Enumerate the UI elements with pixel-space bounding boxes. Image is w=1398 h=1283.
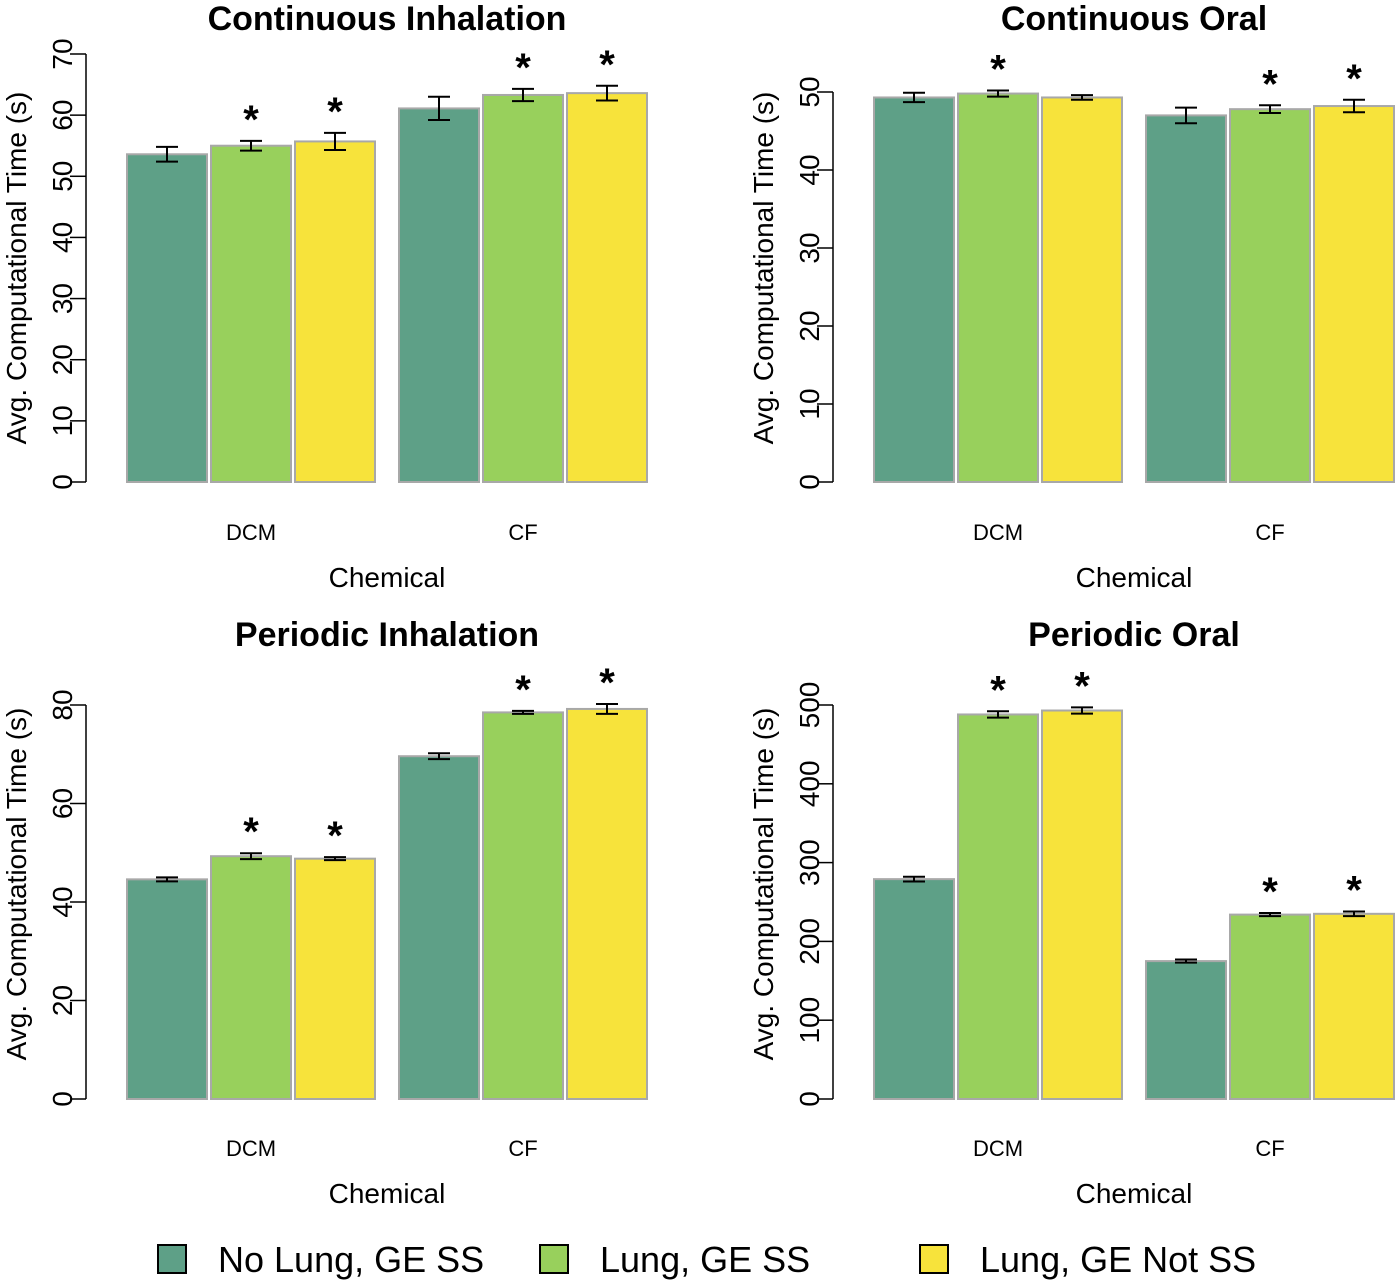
bar-dcm-lung-ge-not-ss	[294, 857, 376, 1100]
bar-cf-lung-ge-not-ss	[566, 707, 648, 1100]
significance-star: *	[327, 814, 343, 858]
legend-swatch-lung-ge-ss	[539, 1244, 569, 1274]
y-tick-label: 200	[794, 918, 825, 965]
bar-cf-lung-ge-not-ss	[566, 92, 648, 483]
y-tick-label: 300	[794, 839, 825, 886]
significance-star: *	[1262, 870, 1278, 914]
y-tick-label: 60	[47, 788, 78, 819]
chart-title: Periodic Oral	[1028, 616, 1240, 654]
y-tick-label: 0	[47, 1091, 78, 1107]
x-category-label: CF	[1255, 520, 1284, 545]
bar-dcm-lung-ge-ss	[210, 144, 292, 483]
significance-star: *	[1346, 57, 1362, 101]
significance-star: *	[1262, 62, 1278, 106]
y-tick-label: 500	[794, 682, 825, 729]
significance-star: *	[243, 810, 259, 854]
y-tick-label: 20	[47, 985, 78, 1016]
x-category-label: DCM	[973, 1136, 1023, 1161]
y-tick-label: 100	[794, 997, 825, 1044]
legend-label-lung-ge-not-ss: Lung, GE Not SS	[980, 1239, 1256, 1280]
bar-dcm-lung-ge-not-ss	[1041, 709, 1123, 1100]
y-tick-label: 50	[47, 161, 78, 192]
x-category-label: CF	[508, 520, 537, 545]
y-tick-label: 0	[794, 1091, 825, 1107]
legend-swatch-no-lung	[157, 1244, 187, 1274]
y-tick-label: 0	[794, 474, 825, 490]
y-tick-label: 70	[47, 38, 78, 69]
bar-cf-no-lung-ge-ss	[1145, 960, 1227, 1100]
y-tick-label: 10	[794, 388, 825, 419]
legend-label-lung-ge-ss: Lung, GE SS	[600, 1239, 810, 1280]
y-tick-label: 40	[794, 154, 825, 185]
x-category-label: DCM	[973, 520, 1023, 545]
significance-star: *	[515, 46, 531, 90]
bar-dcm-lung-ge-ss	[957, 713, 1039, 1100]
y-axis-label: Avg. Computational Time (s)	[748, 708, 779, 1061]
chart-title: Continuous Inhalation	[208, 0, 567, 38]
panel-continuous-inhalation: Continuous Inhalation 0 10 20 30 40 50 60 70 Avg.…	[1, 0, 648, 593]
significance-star: *	[1346, 868, 1362, 912]
bar-cf-lung-ge-ss	[1229, 108, 1311, 483]
bar-cf-lung-ge-ss	[482, 93, 564, 483]
y-axis-label: Avg. Computational Time (s)	[748, 92, 779, 445]
significance-star: *	[515, 668, 531, 712]
chart-title: Continuous Oral	[1001, 0, 1267, 38]
bar-cf-lung-ge-ss	[482, 711, 564, 1100]
y-axis-label: Avg. Computational Time (s)	[1, 92, 32, 445]
x-axis-label: Chemical	[1076, 562, 1193, 593]
y-axis-label: Avg. Computational Time (s)	[1, 708, 32, 1061]
y-tick-label: 400	[794, 760, 825, 807]
bar-cf-no-lung-ge-ss	[398, 107, 480, 483]
panel-continuous-oral: Continuous Oral 0 10 20 30 40 50 Avg. Computati…	[748, 0, 1395, 593]
significance-star: *	[599, 661, 615, 705]
bar-cf-lung-ge-ss	[1229, 913, 1311, 1100]
significance-star: *	[990, 668, 1006, 712]
y-tick-label: 10	[47, 405, 78, 436]
significance-star: *	[1074, 664, 1090, 708]
bar-cf-lung-ge-not-ss	[1313, 105, 1395, 483]
y-tick-label: 0	[47, 474, 78, 490]
y-tick-label: 40	[47, 222, 78, 253]
x-axis-label: Chemical	[329, 1178, 446, 1209]
bar-dcm-no-lung-ge-ss	[873, 96, 955, 484]
bar-dcm-lung-ge-not-ss	[294, 140, 376, 483]
x-category-label: DCM	[226, 520, 276, 545]
panel-periodic-inhalation: Periodic Inhalation 0 20 40 60 80 Avg. Computa…	[1, 616, 648, 1209]
significance-star: *	[327, 90, 343, 134]
x-axis-label: Chemical	[329, 562, 446, 593]
panel-periodic-oral: Periodic Oral 0 100 200 300 400 500 Avg. Comput…	[748, 616, 1395, 1209]
bar-dcm-lung-ge-ss	[210, 855, 292, 1101]
bar-dcm-lung-ge-ss	[957, 92, 1039, 483]
y-tick-label: 20	[794, 310, 825, 341]
significance-star: *	[990, 47, 1006, 91]
legend-label-no-lung: No Lung, GE SS	[218, 1239, 484, 1280]
y-tick-label: 50	[794, 76, 825, 107]
y-tick-label: 20	[47, 344, 78, 375]
x-category-label: DCM	[226, 1136, 276, 1161]
chart-title: Periodic Inhalation	[235, 616, 539, 654]
bar-dcm-no-lung-ge-ss	[126, 153, 208, 483]
y-tick-label: 80	[47, 689, 78, 720]
x-category-label: CF	[508, 1136, 537, 1161]
y-tick-label: 30	[47, 283, 78, 314]
x-axis-label: Chemical	[1076, 1178, 1193, 1209]
y-tick-label: 60	[47, 100, 78, 131]
bar-dcm-no-lung-ge-ss	[873, 878, 955, 1101]
bar-cf-no-lung-ge-ss	[398, 755, 480, 1100]
significance-star: *	[599, 43, 615, 87]
y-tick-label: 40	[47, 886, 78, 917]
bar-dcm-lung-ge-not-ss	[1041, 96, 1123, 484]
bar-cf-no-lung-ge-ss	[1145, 114, 1227, 484]
legend-swatch-lung-ge-not-ss	[919, 1244, 949, 1274]
legend: No Lung, GE SS Lung, GE SS Lung, GE Not …	[157, 1239, 1256, 1280]
significance-star: *	[243, 98, 259, 142]
x-category-label: CF	[1255, 1136, 1284, 1161]
y-tick-label: 30	[794, 232, 825, 263]
bar-dcm-no-lung-ge-ss	[126, 878, 208, 1100]
bar-cf-lung-ge-not-ss	[1313, 912, 1395, 1100]
